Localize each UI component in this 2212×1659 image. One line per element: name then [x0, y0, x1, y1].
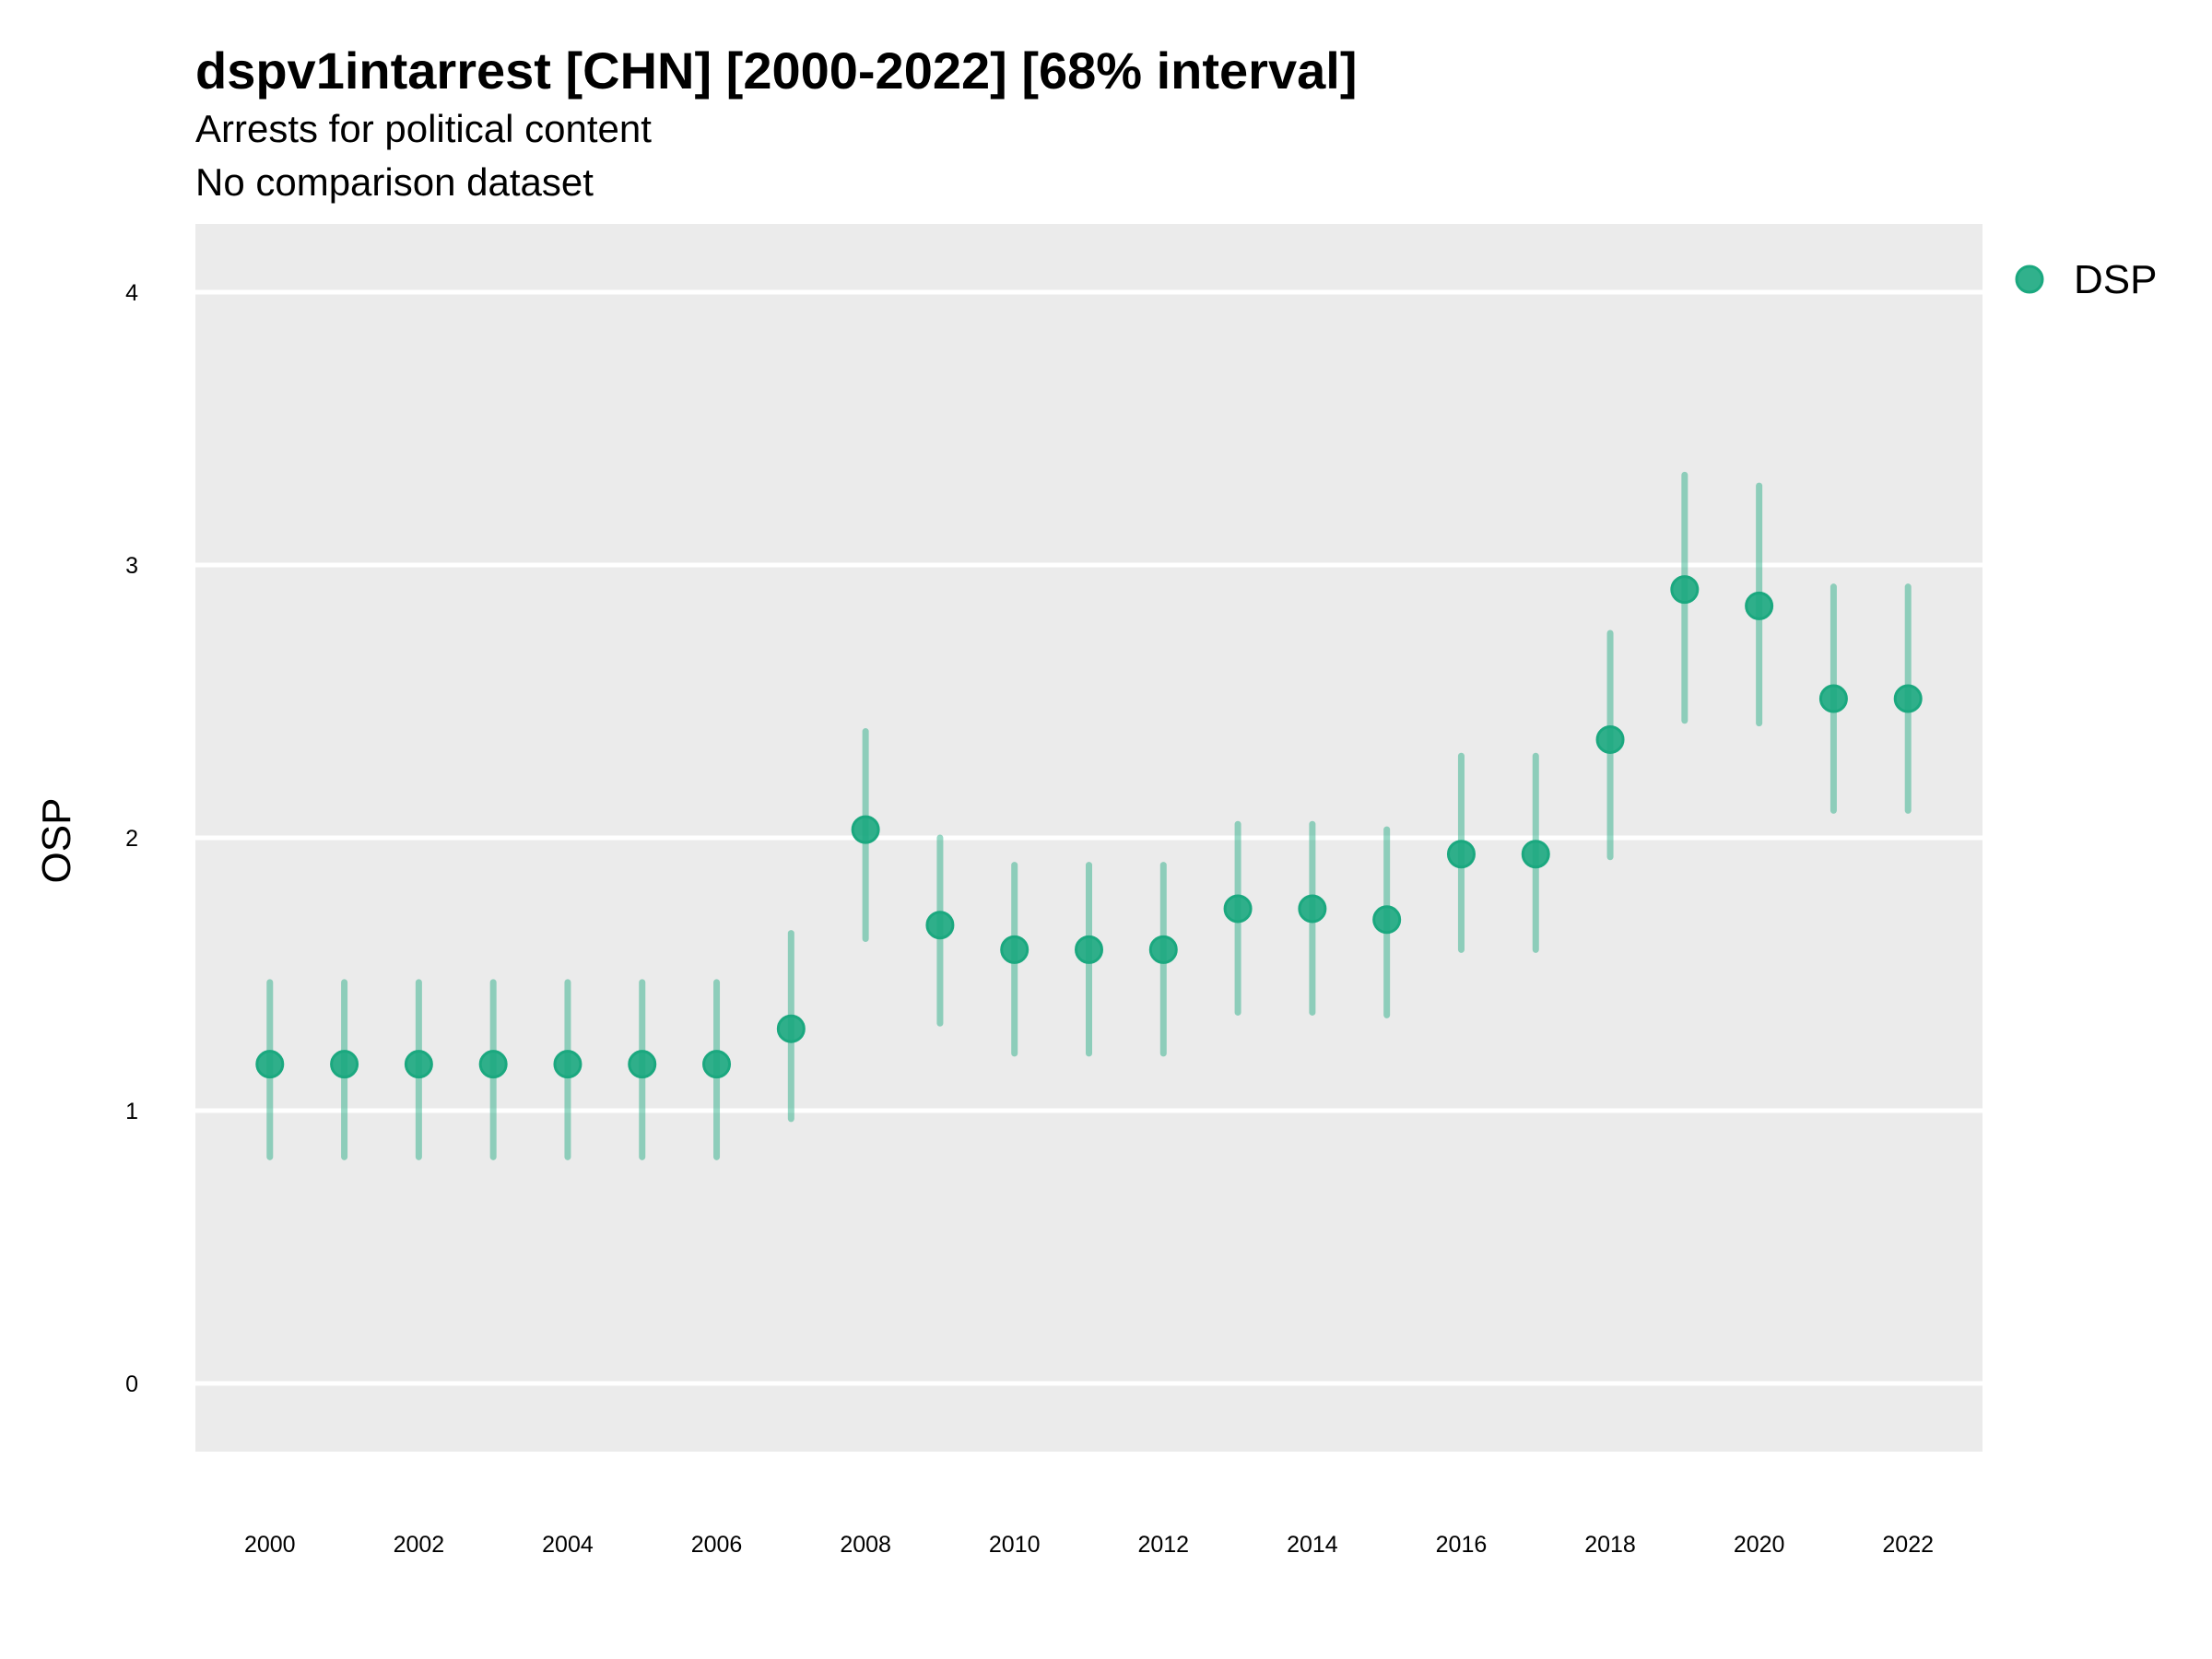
data-point: [1670, 575, 1700, 605]
x-tick-label: 2004: [542, 1532, 594, 1558]
data-point: [1745, 591, 1774, 620]
x-tick-label: 2002: [394, 1532, 445, 1558]
x-tick-label: 2012: [1137, 1532, 1189, 1558]
data-point: [478, 1050, 508, 1079]
data-point: [1000, 935, 1030, 964]
data-point: [776, 1014, 806, 1043]
data-point: [851, 815, 880, 844]
data-point: [925, 911, 955, 940]
data-point: [553, 1050, 582, 1079]
x-tick-label: 2014: [1287, 1532, 1338, 1558]
chart-title: dspv1intarrest [CHN] [2000-2022] [68% in…: [195, 41, 1357, 100]
legend-label-dsp: DSP: [2074, 257, 2157, 302]
data-point: [404, 1050, 433, 1079]
x-tick-label: 2008: [840, 1532, 891, 1558]
x-tick-label: 2022: [1882, 1532, 1934, 1558]
data-point: [702, 1050, 732, 1079]
x-tick-label: 2020: [1734, 1532, 1785, 1558]
chart-caption: No comparison dataset: [195, 160, 594, 204]
data-point: [628, 1050, 657, 1079]
data-point: [1148, 935, 1178, 964]
data-point: [1446, 840, 1476, 869]
data-point: [1595, 724, 1625, 754]
y-tick-label: 2: [125, 826, 138, 852]
data-point: [1223, 894, 1253, 924]
x-tick-label: 2016: [1436, 1532, 1488, 1558]
y-tick-label: 4: [125, 280, 138, 306]
data-point: [255, 1050, 285, 1079]
data-point: [1075, 935, 1103, 964]
x-tick-label: 2000: [244, 1532, 296, 1558]
x-tick-label: 2006: [691, 1532, 743, 1558]
data-point: [1818, 684, 1848, 713]
legend-marker-dsp: [2015, 265, 2044, 294]
data-point: [1521, 840, 1550, 869]
chart-subtitle: Arrests for political content: [195, 107, 652, 150]
data-point: [1372, 905, 1402, 935]
y-tick-label: 3: [125, 553, 138, 579]
y-tick-label: 1: [125, 1099, 138, 1124]
data-point: [1893, 684, 1923, 713]
y-tick-label: 0: [125, 1371, 138, 1397]
legend: DSP: [2015, 257, 2157, 302]
data-point: [1298, 894, 1327, 924]
data-point: [330, 1050, 359, 1079]
y-axis-label: OSP: [34, 798, 79, 884]
x-tick-label: 2018: [1584, 1532, 1636, 1558]
x-tick-label: 2010: [989, 1532, 1041, 1558]
